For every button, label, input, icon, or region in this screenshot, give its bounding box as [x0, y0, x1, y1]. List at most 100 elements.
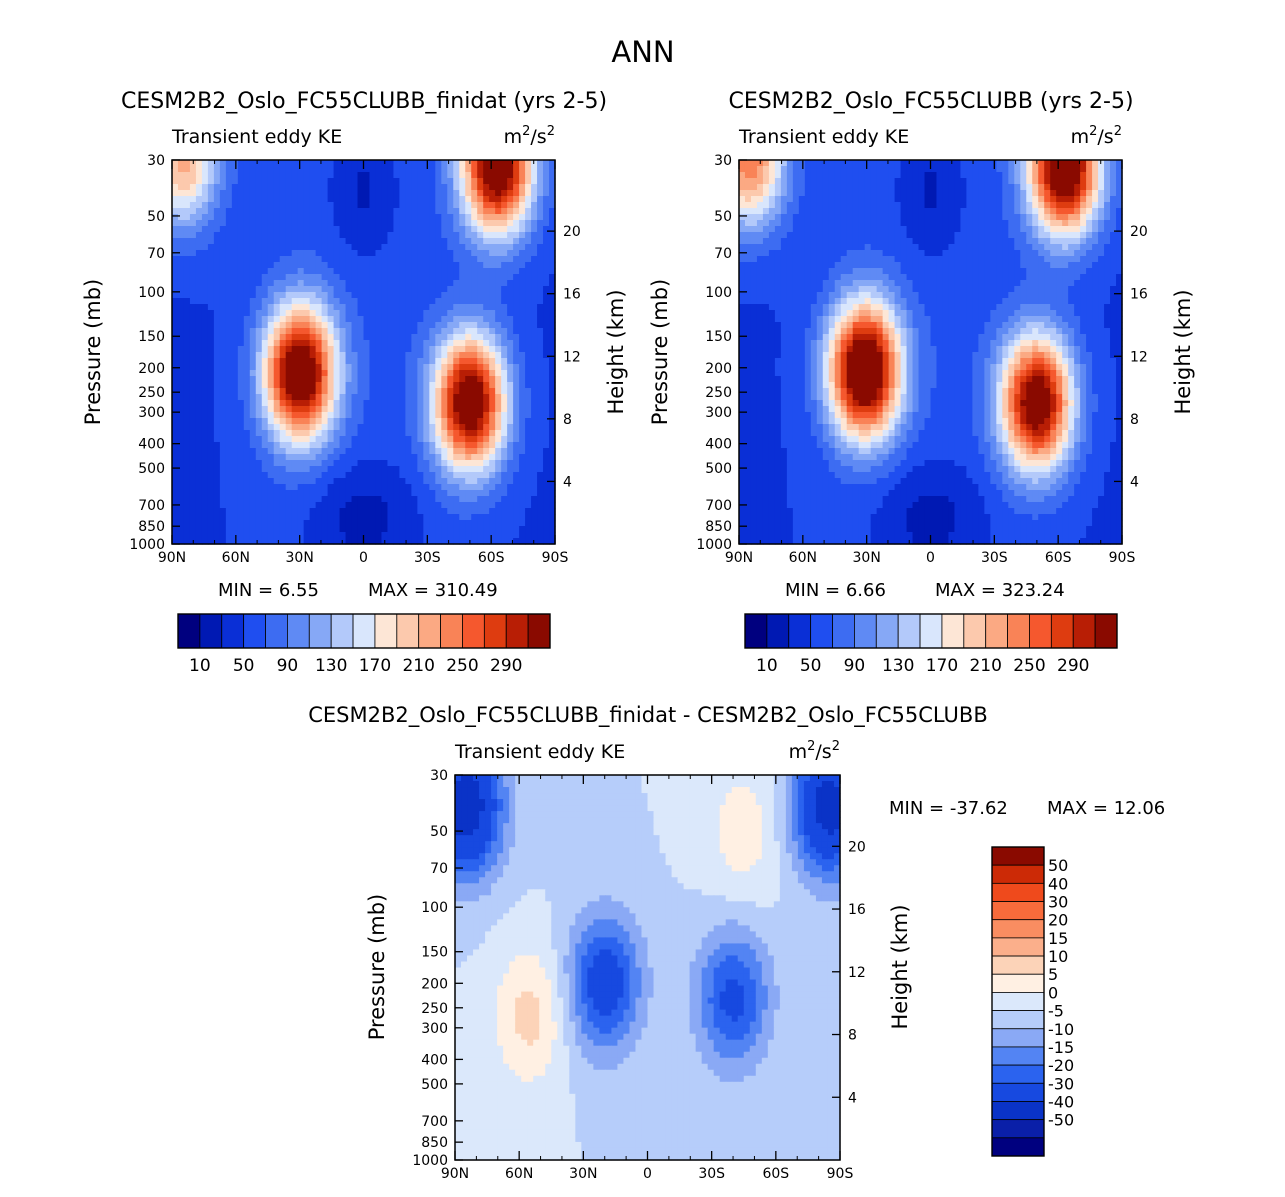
contour-cell	[321, 352, 329, 359]
contour-cell	[261, 442, 269, 449]
contour-cell	[309, 184, 317, 191]
contour-cell	[225, 538, 233, 545]
contour-cell	[237, 256, 245, 263]
contour-cell	[441, 424, 448, 431]
contour-cell	[543, 370, 550, 377]
contour-cell	[345, 250, 353, 257]
contour-cell	[447, 490, 454, 497]
contour-cell	[261, 220, 269, 227]
contour-cell	[183, 478, 191, 485]
contour-cell	[1104, 226, 1111, 233]
contour-cell	[453, 184, 460, 191]
contour-cell	[255, 256, 263, 263]
contour-cell	[321, 466, 329, 473]
contour-cell	[411, 160, 418, 167]
contour-cell	[762, 160, 770, 167]
contour-cell	[417, 208, 424, 215]
contour-cell	[453, 304, 460, 311]
contour-cell	[309, 538, 317, 545]
contour-cell	[543, 256, 550, 263]
contour-cell	[549, 256, 556, 263]
contour-cell	[762, 202, 770, 209]
colorbar-label: 170	[359, 656, 391, 676]
contour-cell	[387, 328, 395, 335]
contour-cell	[417, 340, 424, 347]
contour-cell	[195, 532, 203, 539]
contour-cell	[201, 322, 209, 329]
contour-cell	[339, 514, 347, 521]
contour-cell	[1116, 166, 1123, 173]
contour-cell	[285, 370, 293, 377]
contour-cell	[447, 484, 454, 491]
contour-cell	[387, 238, 395, 245]
contour-cell	[249, 256, 257, 263]
contour-cell	[501, 394, 508, 401]
contour-cell	[495, 520, 502, 527]
colorbar-swatch	[418, 613, 441, 649]
contour-cell	[441, 358, 448, 365]
contour-cell	[507, 412, 514, 419]
contour-cell	[399, 328, 406, 335]
contour-cell	[978, 184, 985, 191]
contour-cell	[960, 226, 967, 233]
contour-cell	[942, 202, 950, 209]
x-tick-label: 60S	[478, 550, 505, 566]
contour-cell	[483, 412, 490, 419]
contour-cell	[519, 286, 526, 293]
contour-cell	[471, 268, 478, 275]
contour-cell	[477, 490, 484, 497]
contour-cell	[177, 226, 185, 233]
contour-cell	[201, 346, 209, 353]
contour-cell	[531, 340, 538, 347]
contour-cell	[255, 466, 263, 473]
contour-cell	[375, 472, 383, 479]
contour-cell	[774, 184, 782, 191]
contour-cell	[423, 514, 430, 521]
contour-cell	[297, 190, 305, 197]
y-tick-label: 30	[147, 153, 165, 169]
contour-cell	[291, 424, 299, 431]
contour-cell	[219, 406, 227, 413]
contour-cell	[405, 166, 412, 173]
contour-cell	[333, 208, 341, 215]
contour-cell	[417, 370, 424, 377]
contour-cell	[495, 232, 502, 239]
contour-cell	[315, 280, 323, 287]
contour-cell	[1014, 166, 1021, 173]
contour-cell	[369, 298, 377, 305]
contour-cell	[219, 538, 227, 545]
contour-cell	[369, 214, 377, 221]
contour-cell	[417, 268, 424, 275]
contour-cell	[261, 322, 269, 329]
contour-cell	[501, 538, 508, 545]
contour-cell	[291, 538, 299, 545]
contour-cell	[513, 184, 520, 191]
contour-cell	[465, 502, 472, 509]
contour-cell	[996, 178, 1003, 185]
contour-cell	[423, 238, 430, 245]
contour-cell	[792, 208, 800, 215]
contour-cell	[798, 178, 806, 185]
contour-cell	[834, 220, 842, 227]
contour-cell	[966, 178, 973, 185]
contour-cell	[495, 196, 502, 203]
contour-cell	[393, 406, 400, 413]
contour-cell	[225, 394, 233, 401]
contour-cell	[912, 226, 920, 233]
contour-cell	[207, 454, 215, 461]
contour-cell	[189, 466, 197, 473]
contour-cell	[195, 202, 203, 209]
contour-cell	[477, 418, 484, 425]
contour-cell	[840, 214, 848, 221]
contour-cell	[351, 502, 359, 509]
contour-cell	[537, 304, 544, 311]
contour-cell	[543, 520, 550, 527]
contour-cell	[357, 454, 365, 461]
contour-cell	[441, 214, 448, 221]
contour-cell	[828, 178, 836, 185]
contour-cell	[483, 340, 490, 347]
contour-cell	[435, 274, 442, 281]
contour-cell	[531, 418, 538, 425]
contour-cell	[267, 364, 275, 371]
contour-cell	[525, 310, 532, 317]
